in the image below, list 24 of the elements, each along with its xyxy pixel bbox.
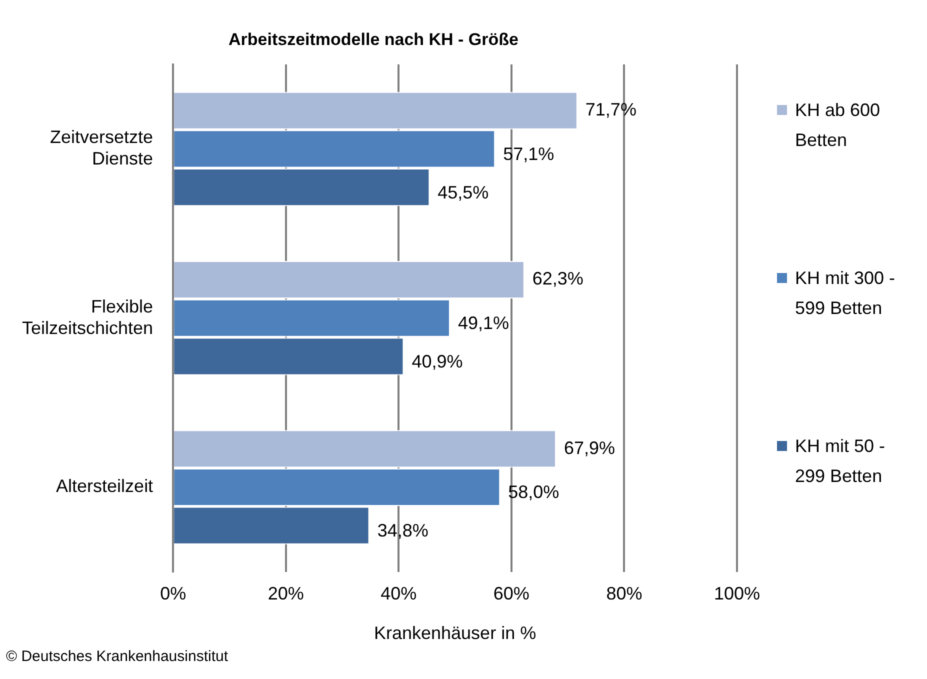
- x-tick-label: 80%: [606, 584, 642, 604]
- data-label: 34,8%: [377, 520, 428, 541]
- chart-title: Arbeitszeitmodelle nach KH - Größe: [228, 30, 518, 49]
- legend-label: KH mit 300 - 599 Betten: [795, 267, 896, 320]
- y-tick-label: Altersteilzeit: [56, 476, 154, 496]
- data-label: 40,9%: [412, 351, 463, 372]
- data-label: 57,1%: [503, 144, 554, 164]
- y-tick-label: Zeitversetzte Dienste: [50, 127, 154, 169]
- x-axis-title: Krankenhäuser in %: [374, 623, 536, 644]
- data-label: 67,9%: [564, 438, 616, 458]
- x-tick-label: 0%: [160, 584, 186, 604]
- data-label: 71,7%: [585, 100, 636, 120]
- x-tick-label: 20%: [268, 584, 304, 604]
- data-label: 49,1%: [458, 313, 510, 334]
- x-tick-label: 60%: [493, 584, 530, 604]
- data-label: 58,0%: [508, 482, 560, 502]
- legend-label: KH mit 50 - 299 Betten: [795, 435, 886, 488]
- x-tick-label: 40%: [380, 584, 417, 604]
- legend-label: KH ab 600 Betten: [795, 99, 882, 152]
- data-label: 45,5%: [438, 182, 489, 202]
- data-label: 62,3%: [532, 268, 584, 289]
- x-tick-label: 100%: [714, 584, 760, 604]
- y-tick-label: Flexible Teilzeitschichten: [22, 296, 154, 338]
- text: © Deutsches Krankenhausinstitut: [6, 648, 228, 665]
